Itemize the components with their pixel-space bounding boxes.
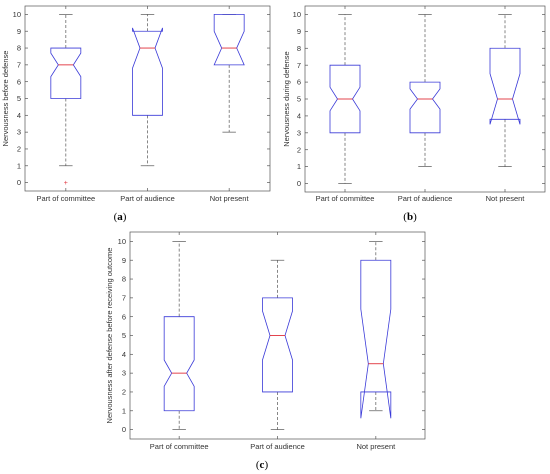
- x-tick-label: Part of audience: [120, 194, 175, 203]
- y-tick-label: 2: [297, 145, 301, 154]
- y-tick-label: 0: [122, 425, 126, 434]
- y-tick-label: 3: [122, 369, 126, 378]
- y-tick-label: 1: [17, 161, 21, 170]
- panel-label-close: ): [413, 211, 417, 223]
- box: [489, 47, 521, 125]
- y-tick-label: 4: [17, 111, 21, 120]
- panel-label: (c): [256, 459, 269, 471]
- y-tick-label: 0: [17, 178, 21, 187]
- box: [213, 14, 245, 66]
- x-tick-label: Part of audience: [398, 194, 453, 203]
- y-tick-label: 7: [17, 60, 21, 69]
- y-tick-label: 9: [17, 27, 21, 36]
- y-axis-label: Nervousness before defense: [1, 51, 10, 147]
- y-tick-label: 2: [122, 388, 126, 397]
- panel-label-letter: b: [407, 211, 413, 223]
- box: [163, 316, 195, 412]
- y-tick-label: 6: [122, 312, 126, 321]
- box: [262, 297, 293, 393]
- box: [360, 259, 392, 419]
- x-tick-label: Part of audience: [250, 442, 305, 451]
- panel-label: (b): [403, 211, 417, 223]
- panel-c: 0 1 2 3 4 5 6 7 8 9 10 Nervousness after defense be…: [105, 231, 426, 471]
- y-tick-label: 5: [297, 95, 301, 104]
- y-tick-label: 8: [297, 44, 301, 53]
- y-tick-label: 1: [297, 162, 301, 171]
- x-tick-label: Part of committee: [36, 194, 95, 203]
- y-tick-label: 8: [17, 44, 21, 53]
- panel-label-close: ): [264, 459, 268, 471]
- y-tick-label: 3: [17, 128, 21, 137]
- x-tick-label: Not present: [486, 194, 526, 203]
- y-tick-label: 4: [122, 350, 126, 359]
- y-tick-label: 6: [297, 78, 301, 87]
- box: [409, 81, 441, 134]
- panel-label-open: (: [403, 211, 407, 223]
- panel-label-open: (: [256, 459, 260, 471]
- y-tick-label: 10: [118, 237, 126, 246]
- y-tick-label: 8: [122, 275, 126, 284]
- x-tick-label: Not present: [356, 442, 396, 451]
- y-tick-label: 0: [297, 179, 301, 188]
- box: [50, 47, 82, 99]
- panel-a: 0 1 2 3 4 5 6 7 8 9 10 Nervousness before defense Pa…: [1, 5, 271, 223]
- y-axis-label: Nervousness after defense before receivi…: [105, 248, 114, 424]
- y-tick-label: 1: [122, 406, 126, 415]
- y-tick-label: 5: [122, 331, 126, 340]
- x-tick-label: Part of committee: [150, 442, 209, 451]
- y-tick-label: 6: [17, 77, 21, 86]
- y-tick-label: 4: [297, 112, 301, 121]
- y-tick-label: 2: [17, 145, 21, 154]
- x-tick-label: Not present: [210, 194, 250, 203]
- y-tick-label: 9: [122, 256, 126, 265]
- box: [132, 27, 163, 116]
- y-tick-label: 5: [17, 94, 21, 103]
- panel-label: (a): [114, 211, 127, 223]
- box: [329, 64, 361, 134]
- y-tick-label: 10: [13, 10, 21, 19]
- y-tick-label: 3: [297, 128, 301, 137]
- panel-label-letter: a: [117, 211, 123, 223]
- x-tick-label: Part of committee: [316, 194, 375, 203]
- panel-label-letter: c: [260, 459, 265, 471]
- y-tick-label: 7: [122, 293, 126, 302]
- y-tick-label: 10: [293, 10, 301, 19]
- outlier-marker: +: [64, 180, 68, 187]
- y-axis-label: Nervousness during defense: [282, 51, 291, 146]
- y-tick-label: 7: [297, 61, 301, 70]
- panel-label-close: ): [123, 211, 127, 223]
- panel-b: 0 1 2 3 4 5 6 7 8 9 10 Nervousness during defense Pa…: [282, 5, 546, 223]
- y-tick-label: 9: [297, 27, 301, 36]
- panel-label-open: (: [114, 211, 118, 223]
